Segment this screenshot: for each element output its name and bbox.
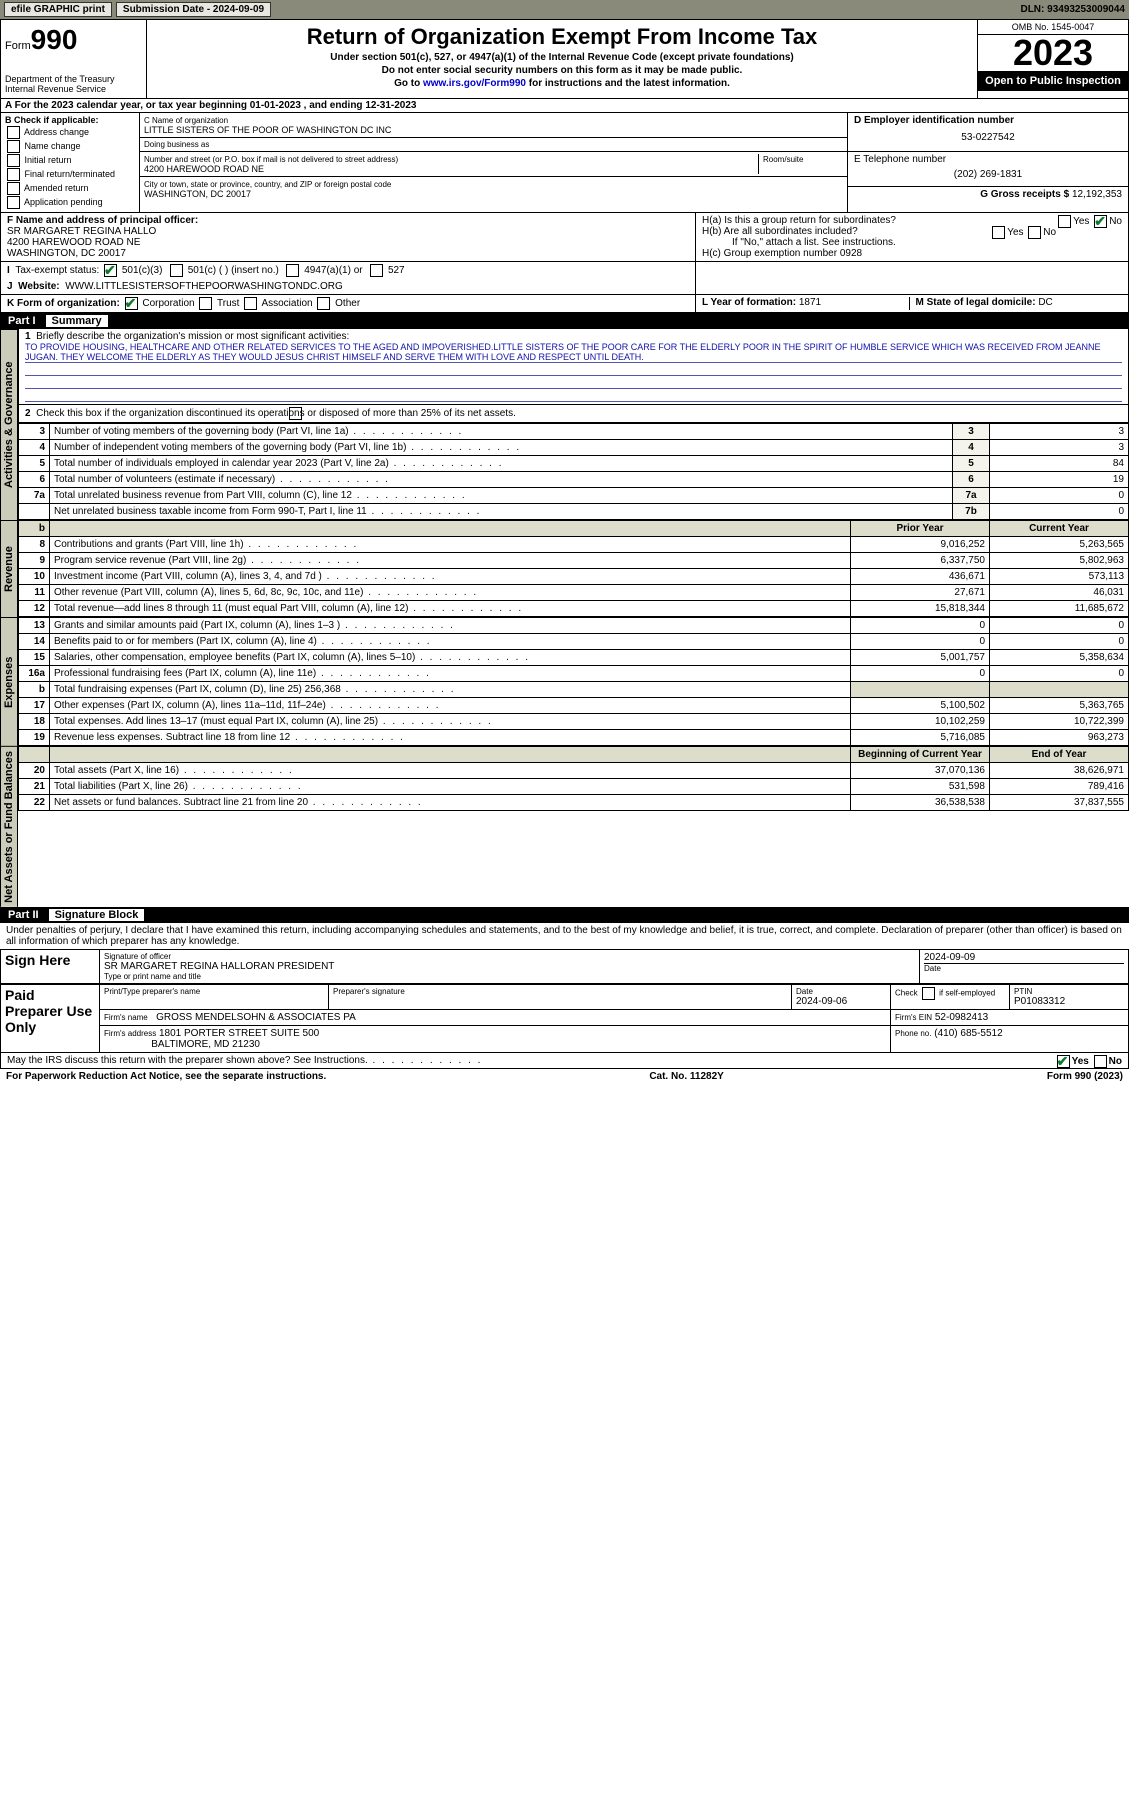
part1-header: Part I Summary xyxy=(0,313,1129,329)
chk-4947[interactable] xyxy=(286,264,299,277)
submission-date: Submission Date - 2024-09-09 xyxy=(116,2,271,17)
firm-name: GROSS MENDELSOHN & ASSOCIATES PA xyxy=(156,1012,356,1023)
perjury-declaration: Under penalties of perjury, I declare th… xyxy=(0,923,1129,949)
vtab-netassets: Net Assets or Fund Balances xyxy=(0,746,18,907)
subtitle-3: Go to www.irs.gov/Form990 for instructio… xyxy=(155,78,969,89)
officer-name: SR MARGARET REGINA HALLORAN PRESIDENT xyxy=(104,961,915,972)
netassets-table: Beginning of Current YearEnd of Year20To… xyxy=(18,746,1129,811)
revenue-table: bPrior YearCurrent Year8Contributions an… xyxy=(18,520,1129,617)
vtab-governance: Activities & Governance xyxy=(0,329,18,520)
chk-501c[interactable] xyxy=(170,264,183,277)
vtab-expenses: Expenses xyxy=(0,617,18,746)
chk-discontinued[interactable] xyxy=(289,407,302,420)
chk-name-change[interactable]: Name change xyxy=(5,140,135,153)
chk-527[interactable] xyxy=(370,264,383,277)
part2-header: Part II Signature Block xyxy=(0,907,1129,923)
chk-amended[interactable]: Amended return xyxy=(5,182,135,195)
expenses-table: 13Grants and similar amounts paid (Part … xyxy=(18,617,1129,746)
group-exemption: 0928 xyxy=(840,248,862,259)
chk-corp[interactable] xyxy=(125,297,138,310)
subtitle-2: Do not enter social security numbers on … xyxy=(155,65,969,76)
section-h: H(a) Is this a group return for subordin… xyxy=(695,213,1128,261)
firm-addr1: 1801 PORTER STREET SUITE 500 xyxy=(159,1028,319,1039)
ein: 53-0227542 xyxy=(854,126,1122,149)
form-header: Form990 Department of the Treasury Inter… xyxy=(0,19,1129,99)
vtab-revenue: Revenue xyxy=(0,520,18,617)
governance-table: 3Number of voting members of the governi… xyxy=(18,423,1129,520)
chk-501c3[interactable] xyxy=(104,264,117,277)
chk-initial-return[interactable]: Initial return xyxy=(5,154,135,167)
chk-discuss-no[interactable] xyxy=(1094,1055,1107,1068)
form-number: Form990 xyxy=(5,24,142,56)
subtitle-1: Under section 501(c), 527, or 4947(a)(1)… xyxy=(155,52,969,63)
section-b: B Check if applicable: Address change Na… xyxy=(1,113,140,212)
tax-year: 2023 xyxy=(978,35,1128,71)
discuss-row: May the IRS discuss this return with the… xyxy=(0,1053,1129,1069)
org-street: 4200 HAREWOOD ROAD NE xyxy=(144,164,264,174)
chk-other[interactable] xyxy=(317,297,330,310)
year-formation: 1871 xyxy=(799,297,821,308)
chk-app-pending[interactable]: Application pending xyxy=(5,196,135,209)
signature-table: Sign Here Signature of officerSR MARGARE… xyxy=(0,949,1129,984)
chk-trust[interactable] xyxy=(199,297,212,310)
efile-print-button[interactable]: efile GRAPHIC print xyxy=(4,2,112,17)
gross-receipts: 12,192,353 xyxy=(1072,189,1122,200)
section-f: F Name and address of principal officer:… xyxy=(1,213,695,261)
dept-treasury: Department of the Treasury xyxy=(5,74,142,84)
form-title: Return of Organization Exempt From Incom… xyxy=(155,24,969,50)
firm-ein: 52-0982413 xyxy=(935,1012,988,1023)
org-city: WASHINGTON, DC 20017 xyxy=(144,189,251,199)
irs-label: Internal Revenue Service xyxy=(5,84,142,94)
mission-text: TO PROVIDE HOUSING, HEALTHCARE AND OTHER… xyxy=(25,342,1122,363)
ptin: P01083312 xyxy=(1014,996,1065,1007)
chk-final-return[interactable]: Final return/terminated xyxy=(5,168,135,181)
prep-date: 2024-09-06 xyxy=(796,996,847,1007)
website: WWW.LITTLESISTERSOFTHEPOORWASHINGTONDC.O… xyxy=(65,281,343,292)
row-a-period: A For the 2023 calendar year, or tax yea… xyxy=(0,99,1129,113)
firm-addr2: BALTIMORE, MD 21230 xyxy=(151,1039,260,1050)
firm-phone: (410) 685-5512 xyxy=(934,1028,1002,1039)
page-footer: For Paperwork Reduction Act Notice, see … xyxy=(0,1069,1129,1084)
chk-discuss-yes[interactable] xyxy=(1057,1055,1070,1068)
open-inspection: Open to Public Inspection xyxy=(978,71,1128,91)
dln: DLN: 93493253009044 xyxy=(1020,4,1125,15)
efile-header: efile GRAPHIC print Submission Date - 20… xyxy=(0,0,1129,19)
chk-self-employed[interactable] xyxy=(922,987,935,1000)
irs-link[interactable]: www.irs.gov/Form990 xyxy=(423,78,526,89)
chk-assoc[interactable] xyxy=(244,297,257,310)
chk-address-change[interactable]: Address change xyxy=(5,126,135,139)
sign-date: 2024-09-09 xyxy=(924,952,1124,964)
org-name: LITTLE SISTERS OF THE POOR OF WASHINGTON… xyxy=(144,125,391,135)
phone: (202) 269-1831 xyxy=(854,165,1122,184)
state-domicile: DC xyxy=(1038,297,1052,308)
